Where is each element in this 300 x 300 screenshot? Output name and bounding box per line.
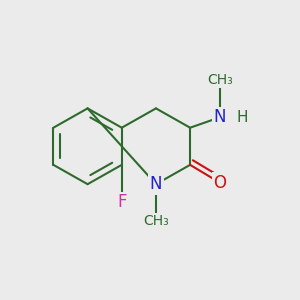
- Text: N: N: [150, 175, 162, 193]
- Text: H: H: [236, 110, 248, 125]
- Text: CH₃: CH₃: [143, 214, 169, 228]
- Text: CH₃: CH₃: [207, 73, 233, 87]
- Text: F: F: [117, 193, 127, 211]
- Text: O: O: [213, 174, 226, 192]
- Text: N: N: [214, 108, 226, 126]
